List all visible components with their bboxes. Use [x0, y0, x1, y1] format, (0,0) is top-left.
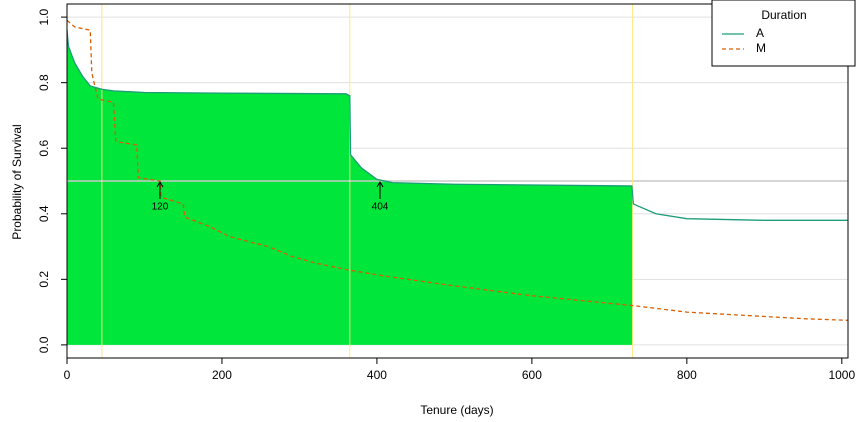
survival-line — [66, 30, 848, 221]
annotation-arrowhead — [156, 181, 164, 188]
legend-label: A — [756, 26, 764, 40]
x-tick-label: 800 — [677, 368, 697, 382]
x-tick-label: 0 — [64, 368, 71, 382]
annotation-arrowhead — [376, 181, 384, 188]
y-tick-label: 0.0 — [37, 336, 51, 353]
y-axis-label: Probability of Survival — [10, 124, 24, 239]
y-tick-label: 0.8 — [37, 74, 51, 91]
annotation-label: 404 — [372, 202, 389, 213]
plot-frame — [66, 3, 849, 359]
x-tick-label: 400 — [367, 368, 387, 382]
x-tick-label: 1000 — [828, 368, 855, 382]
legend-title: Duration — [761, 8, 806, 22]
y-tick-label: 0.6 — [37, 140, 51, 157]
y-tick-label: 0.4 — [37, 205, 51, 222]
x-axis-label: Tenure (days) — [420, 403, 493, 417]
legend-box — [711, 0, 856, 67]
y-tick-label: 0.2 — [37, 271, 51, 288]
x-tick-label: 200 — [212, 368, 232, 382]
annotation-label: 120 — [152, 202, 169, 213]
legend-label: M — [756, 41, 766, 55]
x-tick-label: 600 — [522, 368, 542, 382]
y-tick-label: 1.0 — [37, 8, 51, 25]
survival-line — [66, 19, 849, 321]
